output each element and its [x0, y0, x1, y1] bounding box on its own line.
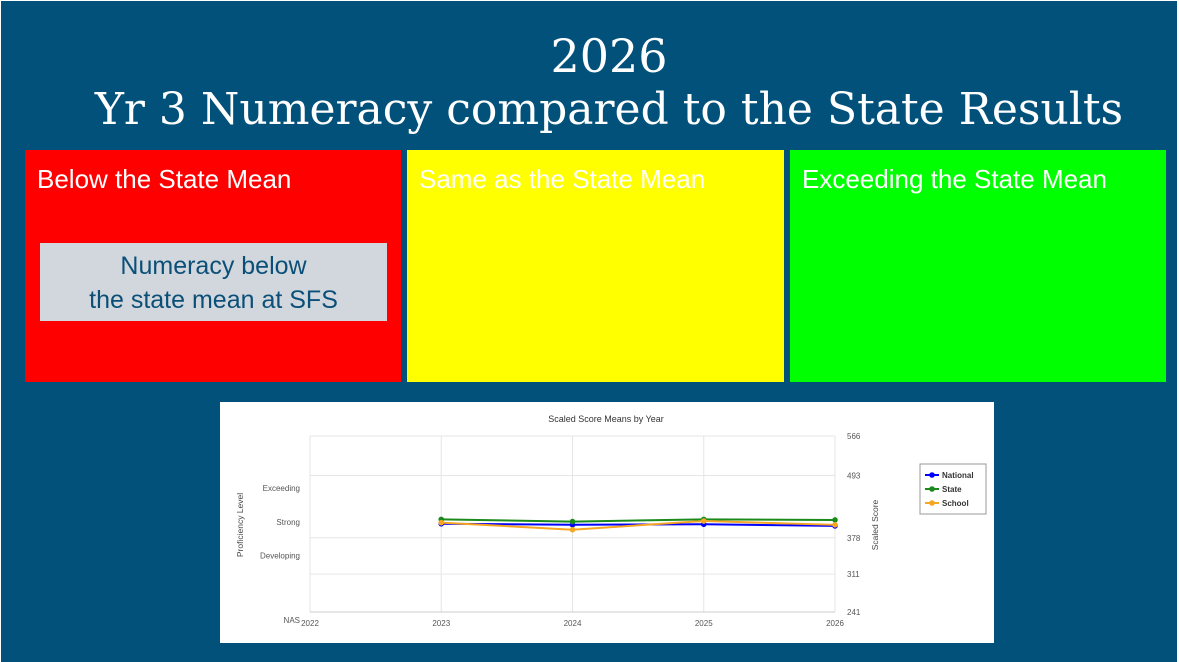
- x-tick-label: 2023: [432, 619, 450, 628]
- series-line-state: [441, 518, 836, 523]
- note-box: Numeracy below the state mean at SFS: [40, 243, 387, 321]
- slide-year: 2026: [550, 29, 668, 83]
- legend-label[interactable]: State: [942, 485, 962, 494]
- panel-below: Below the State Mean Numeracy below the …: [25, 150, 401, 382]
- legend-label[interactable]: School: [942, 499, 969, 508]
- x-tick-label: 2026: [826, 619, 844, 628]
- note-line-2: the state mean at SFS: [89, 286, 338, 314]
- y-tick-label-right: 241: [847, 608, 861, 617]
- y-tick-label-left: Exceeding: [263, 484, 300, 493]
- data-point-school: [700, 518, 707, 524]
- panel-below-label: Below the State Mean: [37, 164, 292, 194]
- panel-same-label: Same as the State Mean: [419, 164, 706, 194]
- x-tick-label: 2025: [695, 619, 713, 628]
- legend-marker: [929, 500, 935, 506]
- panel-exceeding: Exceeding the State Mean: [790, 150, 1166, 382]
- data-point-state: [832, 517, 838, 523]
- y-tick-label-left: Developing: [260, 552, 300, 561]
- legend-label[interactable]: National: [942, 471, 974, 480]
- chart-title: Scaled Score Means by Year: [548, 414, 664, 424]
- y-tick-label-left: NAS: [284, 616, 300, 625]
- y-axis-label-left: Proficiency Level: [235, 493, 245, 557]
- chart-legend: National State School: [919, 463, 987, 515]
- y-tick-label-right: 493: [847, 472, 861, 481]
- scaled-score-chart: Scaled Score Means by Year Proficiency L…: [235, 414, 987, 628]
- y-tick-label-left: Strong: [276, 518, 300, 527]
- data-point-school: [832, 522, 838, 528]
- data-point-state: [569, 518, 576, 525]
- y-axis-label-right: Scaled Score: [870, 499, 880, 550]
- chart-card: Scaled Score Means by Year Proficiency L…: [220, 402, 994, 643]
- y-tick-label-right: 311: [847, 570, 860, 579]
- note-line-1: Numeracy below: [120, 252, 307, 280]
- data-point-school: [438, 519, 445, 526]
- legend-marker: [929, 472, 935, 478]
- x-tick-label: 2024: [564, 619, 582, 628]
- legend-marker: [929, 486, 935, 492]
- panel-same: Same as the State Mean: [407, 150, 784, 382]
- slide-title: Yr 3 Numeracy compared to the State Resu…: [94, 84, 1124, 135]
- x-tick-label: 2022: [301, 619, 319, 628]
- y-tick-label-right: 378: [847, 534, 861, 543]
- data-point-school: [569, 526, 576, 533]
- y-tick-label-right: 566: [847, 432, 861, 441]
- panel-exceeding-label: Exceeding the State Mean: [802, 164, 1107, 194]
- series-line-school: [441, 520, 836, 531]
